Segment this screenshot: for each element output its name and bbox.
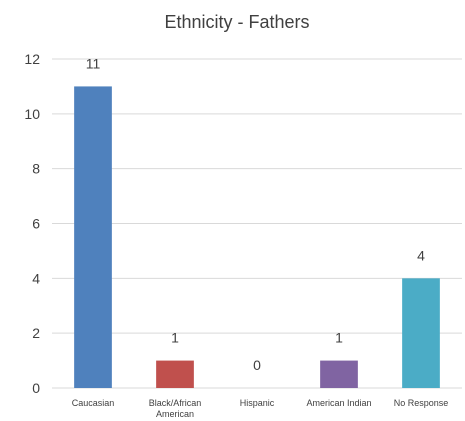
y-tick-label: 10 [24,106,40,122]
y-axis-ticks: 0 2 4 6 8 10 12 [24,51,40,396]
bar [320,360,358,388]
x-tick-label: Hispanic [240,398,275,408]
data-label: 11 [86,55,101,71]
data-label: 1 [171,330,179,346]
bar [74,86,112,389]
y-tick-label: 12 [24,51,40,67]
x-axis-ticks: Caucasian Black/African American Hispanic Am… [72,398,449,419]
x-tick-label-line: Hispanic [240,398,275,408]
y-tick-label: 6 [32,216,40,232]
bars [74,86,440,389]
x-tick-label: American Indian [306,398,371,408]
chart-title: Ethnicity - Fathers [164,12,309,32]
data-label: 4 [417,247,425,263]
y-tick-label: 0 [32,380,40,396]
y-tick-label: 4 [32,270,40,286]
y-tick-label: 8 [32,161,40,177]
data-label: 1 [335,330,343,346]
x-tick-label-line: American Indian [306,398,371,408]
y-tick-label: 2 [32,325,40,341]
x-tick-label-line: Caucasian [72,398,115,408]
gridlines [52,58,462,389]
x-tick-label: Caucasian [72,398,115,408]
bar [156,360,194,388]
x-tick-label-line: Black/African [149,398,202,408]
x-tick-label-line: American [156,409,194,419]
bar [402,278,440,388]
x-tick-label: Black/African American [149,398,202,419]
data-label: 0 [253,357,261,373]
x-tick-label: No Response [394,398,449,408]
x-tick-label-line: No Response [394,398,449,408]
